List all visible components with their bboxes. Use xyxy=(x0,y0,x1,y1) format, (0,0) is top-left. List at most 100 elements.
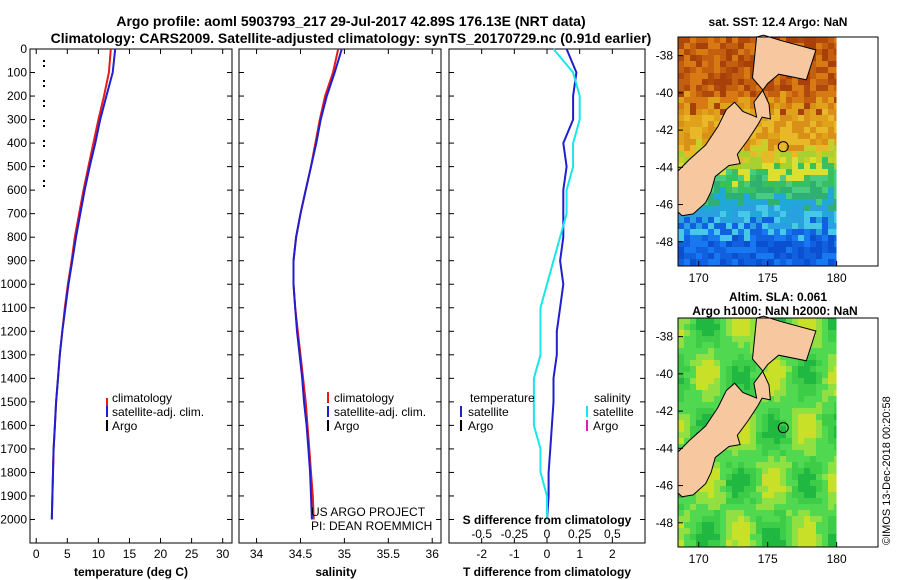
map-cell xyxy=(708,492,714,498)
map-cell xyxy=(714,342,720,348)
map-cell xyxy=(756,157,762,163)
map-cell xyxy=(834,480,837,486)
map-cell xyxy=(720,504,726,510)
map-cell xyxy=(702,61,708,67)
map-cell xyxy=(834,193,837,199)
map-cell xyxy=(684,37,690,43)
map-cell xyxy=(762,139,768,145)
map-cell xyxy=(696,79,702,85)
map-cell xyxy=(696,534,702,540)
map-cell xyxy=(714,390,720,396)
map-cell xyxy=(702,348,708,354)
map-cell xyxy=(774,211,780,217)
map-cell xyxy=(738,456,744,462)
map-cell xyxy=(804,247,810,253)
map-cell xyxy=(690,426,696,432)
map-cell xyxy=(834,540,837,546)
map-cell xyxy=(768,139,774,145)
map-cell xyxy=(726,55,732,61)
map-cell xyxy=(822,396,828,402)
map-cell xyxy=(786,115,792,121)
series-line-salinity-satellite xyxy=(532,48,581,520)
map-cell xyxy=(822,444,828,450)
map-y-tick-label: -38 xyxy=(656,49,674,63)
map-cell xyxy=(744,438,750,444)
map-cell xyxy=(726,450,732,456)
map-cell xyxy=(726,330,732,336)
map-cell xyxy=(714,241,720,247)
map-cell xyxy=(804,205,810,211)
map-cell xyxy=(750,498,756,504)
map-cell xyxy=(726,516,732,522)
map-cell xyxy=(714,235,720,241)
map-cell xyxy=(714,175,720,181)
map-cell xyxy=(678,348,684,354)
map-cell xyxy=(804,540,810,546)
map-cell xyxy=(804,324,810,330)
map-cell xyxy=(768,91,774,97)
map-cell xyxy=(708,348,714,354)
map-cell xyxy=(798,235,804,241)
map-cell xyxy=(762,211,768,217)
map-cell xyxy=(786,396,792,402)
map-cell xyxy=(702,408,708,414)
map-cell xyxy=(834,169,837,175)
map-cell xyxy=(762,438,768,444)
map-cell xyxy=(768,241,774,247)
map-cell xyxy=(714,492,720,498)
map-cell xyxy=(822,193,828,199)
map-cell xyxy=(828,91,834,97)
map-cell xyxy=(726,229,732,235)
map-cell xyxy=(750,318,756,324)
map-cell xyxy=(678,360,684,366)
map-cell xyxy=(684,43,690,49)
map-cell xyxy=(816,360,822,366)
map-cell xyxy=(732,534,738,540)
map-cell xyxy=(768,426,774,432)
map-cell xyxy=(726,253,732,259)
map-cell xyxy=(816,534,822,540)
map-cell xyxy=(780,468,786,474)
series-line-climatology xyxy=(50,48,112,520)
map-cell xyxy=(804,438,810,444)
map-cell xyxy=(768,115,774,121)
map-cell xyxy=(792,127,798,133)
depth-tick-label: 1000 xyxy=(0,277,27,291)
map-cell xyxy=(732,61,738,67)
map-cell xyxy=(822,157,828,163)
map-cell xyxy=(756,402,762,408)
map-cell xyxy=(732,348,738,354)
map-cell xyxy=(696,145,702,151)
map-cell xyxy=(726,540,732,546)
map-cell xyxy=(834,37,837,43)
map-cell xyxy=(810,97,816,103)
map-cell xyxy=(702,211,708,217)
map-cell xyxy=(816,217,822,223)
map-cell xyxy=(726,61,732,67)
map-cell xyxy=(690,259,696,265)
map-cell xyxy=(822,324,828,330)
map-cell xyxy=(702,378,708,384)
map-cell xyxy=(834,354,837,360)
map-cell xyxy=(720,193,726,199)
map-cell xyxy=(816,396,822,402)
map-cell xyxy=(804,151,810,157)
map-cell xyxy=(738,534,744,540)
map-cell xyxy=(714,318,720,324)
map-cell xyxy=(690,37,696,43)
map-cell xyxy=(720,474,726,480)
map-cell xyxy=(828,157,834,163)
map-cell xyxy=(780,540,786,546)
map-cell xyxy=(696,348,702,354)
map-cell xyxy=(690,133,696,139)
map-cell xyxy=(690,396,696,402)
map-cell xyxy=(678,498,684,504)
map-cell xyxy=(720,324,726,330)
map-cell xyxy=(822,187,828,193)
map-cell xyxy=(786,235,792,241)
map-cell xyxy=(708,103,714,109)
map-cell xyxy=(816,211,822,217)
map-cell xyxy=(834,223,837,229)
map-cell xyxy=(810,360,816,366)
map-cell xyxy=(696,372,702,378)
